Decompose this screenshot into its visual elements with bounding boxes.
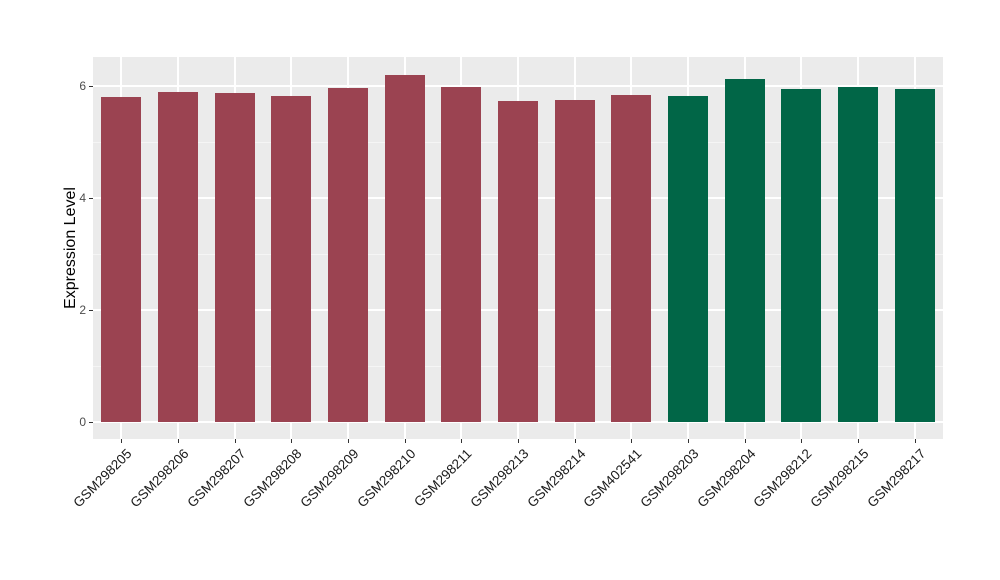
bar-GSM298205 xyxy=(101,96,142,423)
x-axis-tick xyxy=(404,439,406,443)
x-axis-tick xyxy=(744,439,746,443)
bar-GSM298209 xyxy=(328,88,368,423)
x-axis-tick xyxy=(631,439,633,443)
x-tick-label: GSM298205 xyxy=(70,446,135,511)
y-axis-tick xyxy=(89,310,93,312)
bar-GSM402541 xyxy=(611,95,652,423)
y-axis-title: Expression Level xyxy=(62,187,79,309)
bar-GSM298206 xyxy=(158,91,198,423)
x-tick-label: GSM298203 xyxy=(637,446,702,511)
x-tick-label: GSM298211 xyxy=(411,446,475,510)
bar-GSM298213 xyxy=(498,100,538,423)
x-tick-label: GSM298206 xyxy=(127,446,192,511)
x-tick-label: GSM298204 xyxy=(694,446,759,511)
bar-GSM298217 xyxy=(894,88,935,423)
x-tick-label: GSM298217 xyxy=(864,446,929,511)
x-tick-label: GSM298213 xyxy=(467,446,532,511)
bar-GSM298211 xyxy=(441,87,482,423)
x-axis-tick xyxy=(178,439,179,443)
bar-GSM298203 xyxy=(668,96,708,423)
x-tick-label: GSM298212 xyxy=(750,446,815,511)
x-tick-label: GSM298208 xyxy=(240,446,305,511)
x-tick-label: GSM298215 xyxy=(807,446,872,511)
bar-GSM298214 xyxy=(554,100,595,423)
y-tick-label: 0 xyxy=(79,415,86,430)
bar-GSM298212 xyxy=(781,88,822,423)
y-tick-label: 4 xyxy=(79,191,86,206)
y-axis-tick xyxy=(89,422,93,424)
x-tick-label: GSM298214 xyxy=(524,446,589,511)
x-axis-tick xyxy=(518,439,519,443)
x-axis-tick xyxy=(801,439,803,443)
x-axis-tick xyxy=(461,439,463,443)
plot-panel xyxy=(93,57,943,439)
x-axis-tick xyxy=(348,439,349,443)
y-axis-tick xyxy=(89,86,93,88)
x-axis-tick xyxy=(688,439,689,443)
x-axis-tick xyxy=(121,439,123,443)
bar-GSM298208 xyxy=(271,95,312,423)
y-tick-label: 2 xyxy=(79,303,86,318)
y-tick-label: 6 xyxy=(79,79,86,94)
x-axis-tick xyxy=(291,439,293,443)
bar-GSM298215 xyxy=(838,86,878,423)
x-tick-label: GSM402541 xyxy=(580,446,645,511)
y-axis-tick xyxy=(89,198,93,200)
x-axis-tick xyxy=(858,439,859,443)
x-axis-tick xyxy=(574,439,576,443)
x-tick-label: GSM298207 xyxy=(184,446,249,511)
x-axis-tick xyxy=(234,439,236,443)
x-tick-label: GSM298209 xyxy=(297,446,362,511)
x-tick-label: GSM298210 xyxy=(354,446,419,511)
x-axis-tick xyxy=(914,439,916,443)
bar-GSM298210 xyxy=(384,75,425,423)
bar-GSM298207 xyxy=(214,92,255,423)
bar-GSM298204 xyxy=(724,79,765,423)
